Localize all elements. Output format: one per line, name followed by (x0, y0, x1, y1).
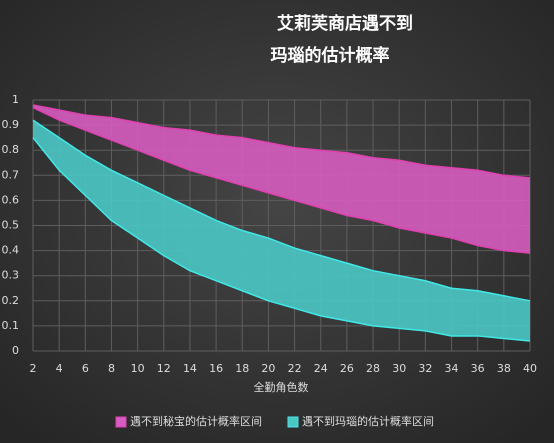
x-tick-label: 16 (209, 362, 223, 375)
x-tick-label: 34 (445, 362, 459, 375)
legend-swatch (115, 416, 127, 428)
y-tick-label: 0.5 (2, 219, 20, 232)
x-tick-label: 22 (288, 362, 302, 375)
x-tick-label: 4 (56, 362, 63, 375)
range-low-line (32, 106, 531, 254)
x-tick-label: 32 (418, 362, 432, 375)
y-tick-label: 1 (12, 93, 19, 106)
y-tick-label: 0 (12, 344, 19, 357)
chart-title: 玛瑙的估计概率 (271, 45, 390, 66)
x-tick-label: 20 (261, 362, 275, 375)
y-tick-label: 0.8 (2, 143, 20, 156)
x-tick-label: 40 (523, 362, 537, 375)
x-tick-label: 2 (30, 362, 37, 375)
chart-title: 艾莉芙商店遇不到 (277, 13, 413, 34)
x-axis-label: 全勤角色数 (254, 380, 309, 394)
legend-swatch (287, 416, 299, 428)
range-low-line (32, 137, 531, 342)
range-high-line (32, 119, 531, 302)
x-tick-label: 26 (340, 362, 354, 375)
x-tick-label: 8 (108, 362, 115, 375)
x-tick-label: 6 (82, 362, 89, 375)
range-high-line (32, 104, 531, 179)
y-tick-label: 0.7 (2, 168, 20, 181)
y-tick-label: 0.4 (2, 244, 20, 257)
x-tick-label: 10 (131, 362, 145, 375)
x-tick-label: 28 (366, 362, 380, 375)
x-tick-label: 18 (235, 362, 249, 375)
y-tick-label: 0.9 (2, 118, 20, 131)
x-tick-label: 14 (183, 362, 197, 375)
legend-label: 遇不到玛瑙的估计概率区间 (302, 414, 434, 428)
y-tick-label: 0.3 (2, 269, 20, 282)
range-band (33, 105, 530, 254)
x-tick-label: 30 (392, 362, 406, 375)
y-tick-label: 0.2 (2, 294, 20, 307)
x-tick-label: 38 (497, 362, 511, 375)
y-tick-label: 0.1 (2, 319, 20, 332)
y-tick-label: 0.6 (2, 193, 20, 206)
legend-label: 遇不到秘宝的估计概率区间 (130, 414, 262, 428)
range-band (33, 120, 530, 341)
x-tick-label: 12 (157, 362, 171, 375)
x-tick-label: 36 (471, 362, 485, 375)
x-tick-label: 24 (314, 362, 328, 375)
